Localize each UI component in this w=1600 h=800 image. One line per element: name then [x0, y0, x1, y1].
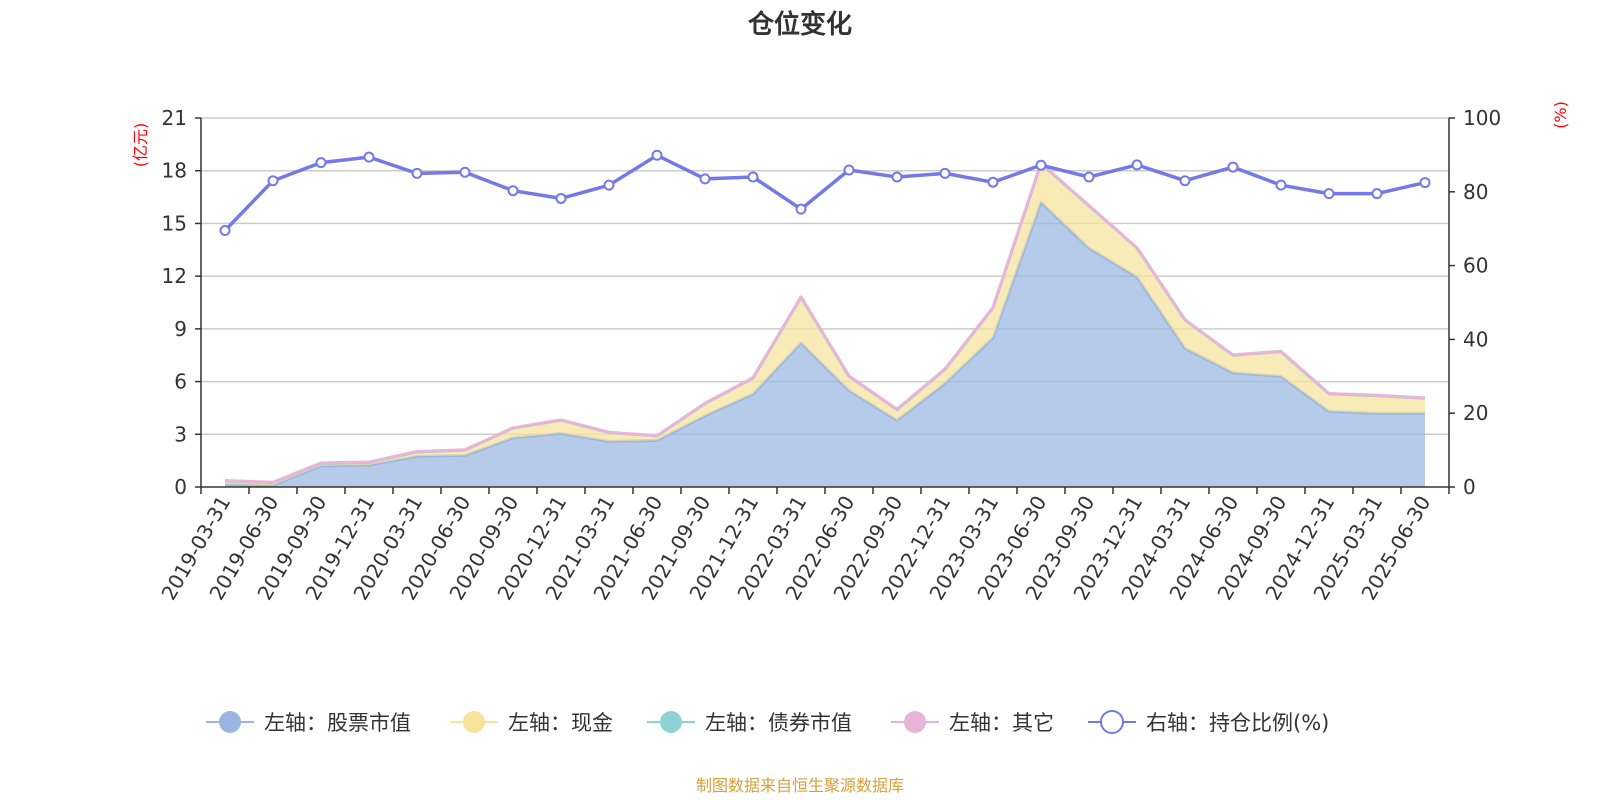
ratio-point: [699, 173, 711, 185]
ratio-point: [1371, 188, 1383, 200]
left-tick-label: 3: [174, 422, 187, 446]
right-tick-label: 100: [1463, 106, 1501, 130]
ratio-point: [555, 192, 567, 204]
area-top-line: [224, 161, 1426, 484]
ratio-line-path: [223, 153, 1426, 232]
source-note: 制图数据来自恒生聚源数据库: [696, 776, 904, 795]
ratio-point: [795, 203, 807, 215]
legend-label: 左轴：债券市值: [705, 711, 852, 735]
left-tick-label: 18: [162, 159, 187, 183]
left-tick-label: 12: [162, 264, 187, 288]
ratio-point: [1419, 177, 1431, 189]
chart-title: 仓位变化: [747, 9, 852, 40]
ratio-point: [603, 179, 615, 191]
right-tick-label: 20: [1463, 401, 1488, 425]
ratio-point: [1227, 161, 1239, 173]
ratio-point: [315, 157, 327, 169]
legend-label: 左轴：现金: [508, 711, 613, 735]
right-tick-label: 80: [1463, 180, 1488, 204]
legend-marker: [219, 711, 241, 733]
ratio-point: [1179, 175, 1191, 187]
ratio-point: [1275, 179, 1287, 191]
ratio-line: [219, 149, 1431, 237]
ratio-point: [1323, 188, 1335, 200]
ratio-point: [1131, 159, 1143, 171]
legend: 左轴：股票市值 左轴：现金 左轴：债券市值 左轴：其它 右轴：持仓比例(%): [206, 710, 1329, 735]
ratio-point: [1083, 171, 1095, 183]
ratio-point: [939, 167, 951, 179]
ratio-point: [507, 185, 519, 197]
ratio-point: [651, 149, 663, 161]
right-tick-label: 0: [1463, 475, 1476, 499]
ratio-point: [843, 164, 855, 176]
left-tick-label: 15: [162, 211, 187, 235]
legend-label: 左轴：股票市值: [264, 711, 411, 735]
ratio-point: [219, 225, 231, 237]
ratio-point: [411, 167, 423, 179]
ratio-point: [267, 175, 279, 187]
stacked-areas: [224, 161, 1426, 488]
right-tick-label: 60: [1463, 254, 1488, 278]
right-axis-unit: (%): [1551, 101, 1570, 129]
area-fill: [225, 163, 1425, 486]
area-fill: [225, 202, 1425, 488]
left-tick-label: 6: [174, 370, 187, 394]
legend-marker: [660, 711, 682, 733]
left-tick-label: 21: [162, 106, 187, 130]
legend-marker: [1100, 710, 1124, 734]
legend-marker: [904, 711, 926, 733]
legend-label: 左轴：其它: [949, 711, 1054, 735]
left-axis-unit: (亿元): [131, 123, 150, 168]
legend-label: 右轴：持仓比例(%): [1146, 711, 1329, 735]
left-tick-label: 9: [174, 317, 187, 341]
ratio-point: [987, 176, 999, 188]
ratio-point: [747, 171, 759, 183]
ratio-point: [1035, 159, 1047, 171]
ratio-point: [459, 166, 471, 178]
ratio-point: [891, 171, 903, 183]
legend-marker: [463, 711, 485, 733]
ratio-point: [363, 151, 375, 163]
left-tick-label: 0: [174, 475, 187, 499]
right-tick-label: 40: [1463, 327, 1488, 351]
